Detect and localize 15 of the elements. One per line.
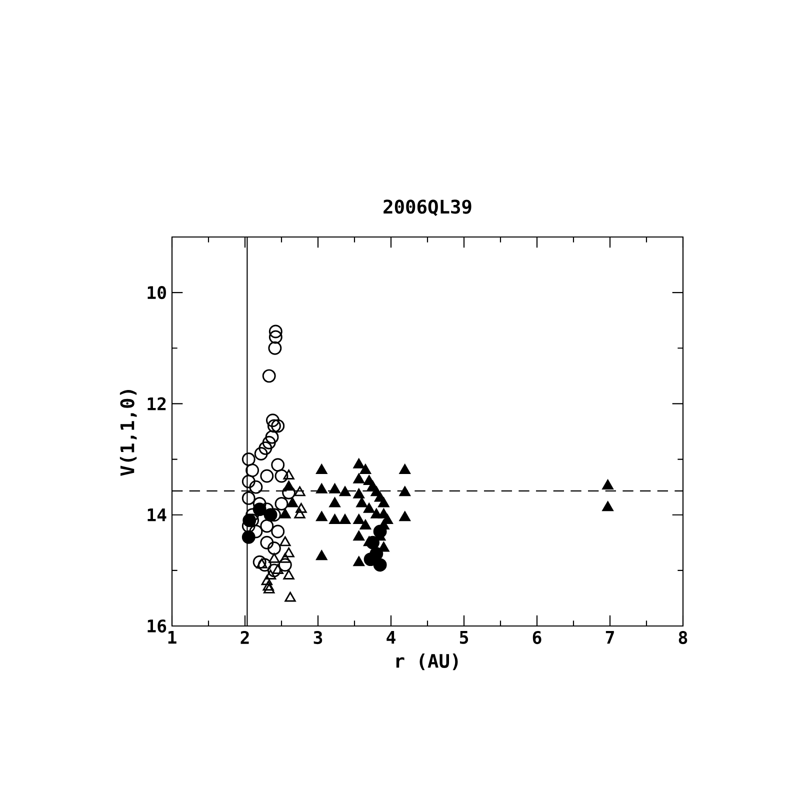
y-tick-label: 16 [148, 619, 166, 633]
x-tick-label: 3 [314, 630, 322, 644]
x-tick-label: 6 [532, 630, 542, 644]
x-tick-label: 1 [168, 630, 176, 644]
y-axis-title: V(1,1,0) [120, 390, 137, 476]
chart-title: 2006QL39 [384, 200, 472, 216]
x-tick-label: 4 [386, 630, 396, 644]
x-tick-label: 8 [678, 630, 688, 644]
x-tick-label: 7 [606, 630, 614, 644]
x-tick-label: 2 [240, 630, 249, 644]
y-tick-label: 14 [148, 508, 166, 522]
y-tick-label: 12 [148, 397, 166, 410]
x-axis-title: r (AU) [396, 654, 458, 670]
y-tick-label: 10 [148, 286, 166, 300]
x-tick-label: 5 [460, 630, 468, 644]
